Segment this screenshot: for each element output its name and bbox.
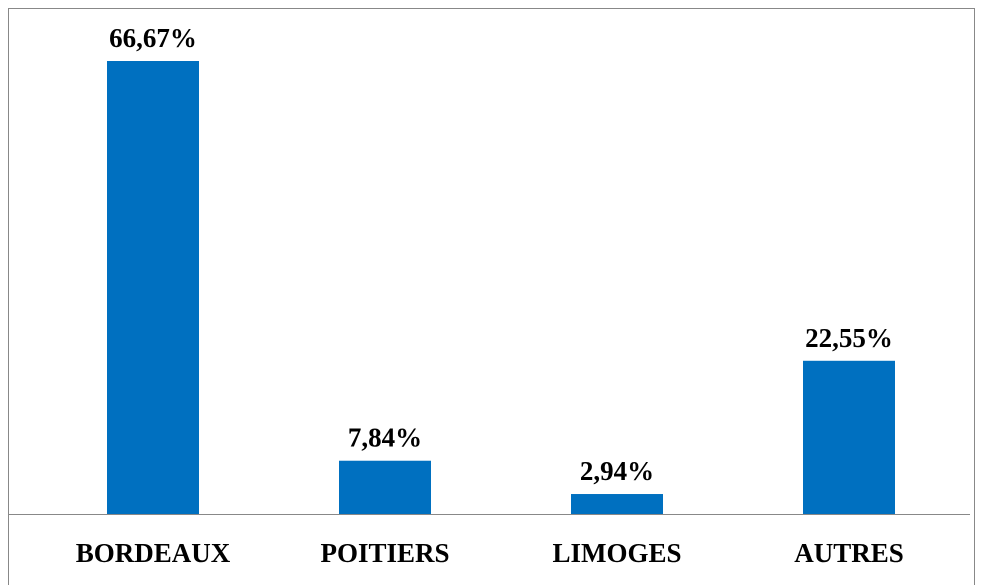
value-label: 7,84% — [348, 423, 422, 453]
value-label: 66,67% — [109, 23, 197, 53]
value-label: 2,94% — [580, 456, 654, 486]
category-label: BORDEAUX — [76, 538, 231, 568]
bar — [107, 61, 199, 514]
bar — [339, 460, 431, 514]
value-label: 22,55% — [805, 323, 893, 353]
chart-border — [8, 8, 975, 585]
bar — [803, 360, 895, 514]
bar — [571, 494, 663, 514]
category-label: AUTRES — [794, 538, 904, 568]
category-label: POITIERS — [320, 538, 449, 568]
category-label: LIMOGES — [552, 538, 681, 568]
